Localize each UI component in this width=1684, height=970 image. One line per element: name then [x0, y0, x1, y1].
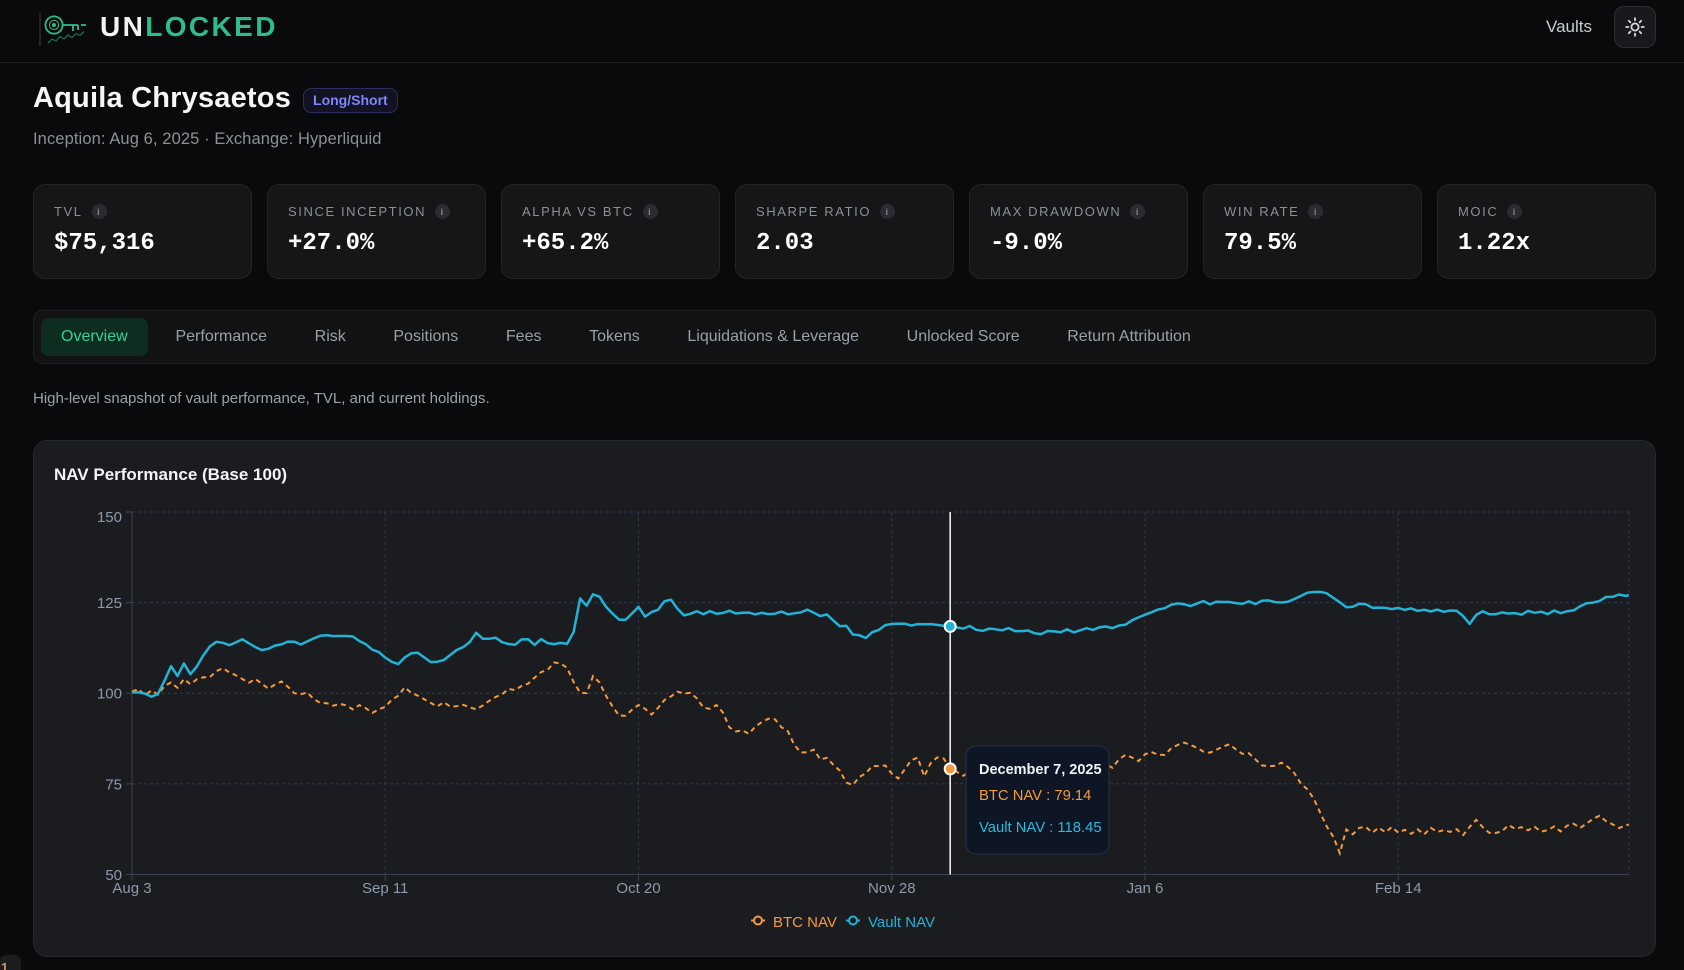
svg-text:Nov 28: Nov 28 [868, 880, 916, 897]
svg-text:Vault NAV: Vault NAV [868, 914, 935, 931]
svg-text:Oct 20: Oct 20 [616, 880, 660, 897]
svg-text:BTC NAV : 79.14: BTC NAV : 79.14 [979, 788, 1091, 804]
svg-text:Jan 6: Jan 6 [1127, 880, 1164, 897]
svg-text:Vault NAV : 118.45: Vault NAV : 118.45 [979, 820, 1102, 836]
svg-text:50: 50 [105, 867, 122, 884]
svg-text:December 7, 2025: December 7, 2025 [979, 762, 1102, 778]
svg-text:150: 150 [97, 509, 122, 526]
svg-text:125: 125 [97, 595, 122, 612]
svg-text:100: 100 [97, 686, 122, 703]
svg-text:75: 75 [105, 776, 122, 793]
svg-text:BTC NAV: BTC NAV [773, 914, 837, 931]
svg-text:Feb 14: Feb 14 [1375, 880, 1422, 897]
svg-text:Aug 3: Aug 3 [112, 880, 151, 897]
svg-text:Sep 11: Sep 11 [362, 880, 408, 897]
